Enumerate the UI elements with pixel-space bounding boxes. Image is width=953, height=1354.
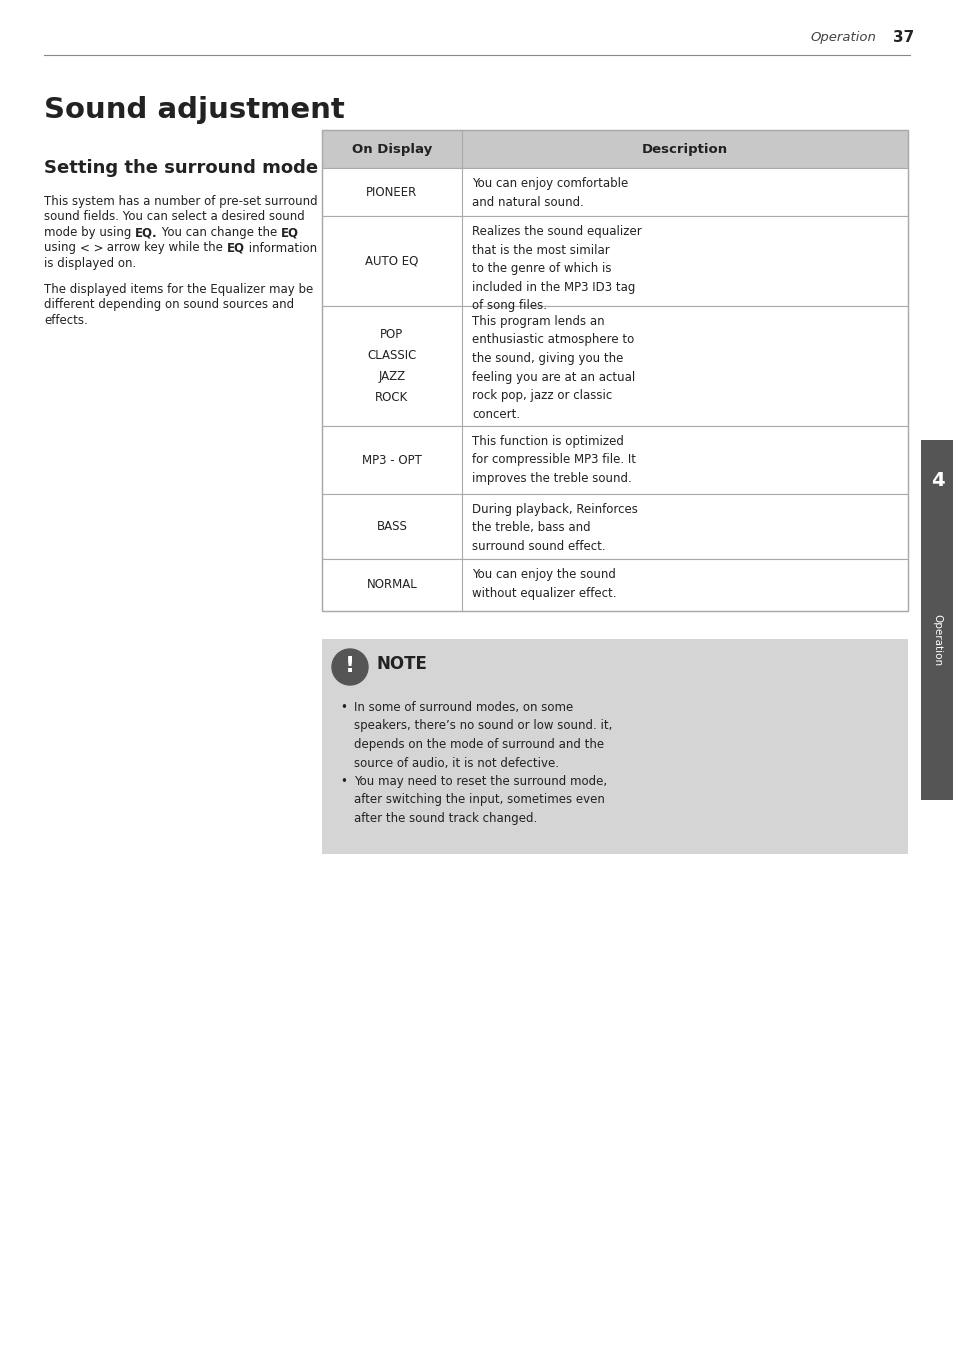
Text: effects.: effects. — [44, 314, 88, 326]
Text: You can change the: You can change the — [157, 226, 280, 240]
FancyBboxPatch shape — [322, 494, 907, 559]
Text: Sound adjustment: Sound adjustment — [44, 96, 344, 125]
FancyBboxPatch shape — [322, 168, 907, 217]
Text: information: information — [245, 241, 316, 255]
FancyBboxPatch shape — [322, 217, 907, 306]
Text: < >: < > — [80, 241, 103, 255]
Text: different depending on sound sources and: different depending on sound sources and — [44, 298, 294, 311]
FancyBboxPatch shape — [322, 559, 907, 611]
Text: arrow key while the: arrow key while the — [103, 241, 227, 255]
Text: On Display: On Display — [352, 142, 432, 156]
Text: The displayed items for the Equalizer may be: The displayed items for the Equalizer ma… — [44, 283, 313, 295]
FancyBboxPatch shape — [920, 440, 953, 800]
Text: !: ! — [345, 655, 355, 676]
Text: Operation: Operation — [931, 613, 942, 666]
Text: POP
CLASSIC
JAZZ
ROCK: POP CLASSIC JAZZ ROCK — [367, 328, 416, 403]
Text: This function is optimized
for compressible MP3 file. It
improves the treble sou: This function is optimized for compressi… — [472, 435, 636, 485]
Text: This system has a number of pre-set surround: This system has a number of pre-set surr… — [44, 195, 317, 209]
FancyBboxPatch shape — [322, 639, 907, 854]
FancyBboxPatch shape — [322, 130, 907, 168]
Text: You may need to reset the surround mode,
after switching the input, sometimes ev: You may need to reset the surround mode,… — [354, 774, 606, 825]
Text: Realizes the sound equalizer
that is the most similar
to the genre of which is
i: Realizes the sound equalizer that is the… — [472, 225, 641, 311]
Text: MP3 - OPT: MP3 - OPT — [362, 454, 421, 467]
Text: AUTO EQ: AUTO EQ — [365, 255, 418, 268]
Text: EQ: EQ — [227, 241, 245, 255]
Text: NOTE: NOTE — [376, 655, 428, 673]
Text: You can enjoy comfortable
and natural sound.: You can enjoy comfortable and natural so… — [472, 177, 628, 209]
Text: 4: 4 — [930, 470, 943, 490]
Text: Setting the surround mode: Setting the surround mode — [44, 158, 317, 177]
Text: sound fields. You can select a desired sound: sound fields. You can select a desired s… — [44, 210, 304, 223]
Text: mode by using: mode by using — [44, 226, 135, 240]
Text: EQ: EQ — [280, 226, 298, 240]
Text: Operation: Operation — [809, 31, 875, 45]
Text: You can enjoy the sound
without equalizer effect.: You can enjoy the sound without equalize… — [472, 567, 616, 600]
Text: •: • — [339, 701, 347, 714]
Text: This program lends an
enthusiastic atmosphere to
the sound, giving you the
feeli: This program lends an enthusiastic atmos… — [472, 315, 635, 421]
Text: •: • — [339, 774, 347, 788]
Text: PIONEER: PIONEER — [366, 185, 417, 199]
FancyBboxPatch shape — [322, 306, 907, 427]
Circle shape — [332, 649, 368, 685]
Text: EQ.: EQ. — [135, 226, 157, 240]
Text: During playback, Reinforces
the treble, bass and
surround sound effect.: During playback, Reinforces the treble, … — [472, 502, 638, 552]
Text: BASS: BASS — [376, 520, 407, 533]
Text: using: using — [44, 241, 80, 255]
Text: 37: 37 — [892, 31, 913, 46]
Text: In some of surround modes, on some
speakers, there’s no sound or low sound. it,
: In some of surround modes, on some speak… — [354, 701, 612, 769]
Text: is displayed on.: is displayed on. — [44, 257, 136, 269]
FancyBboxPatch shape — [322, 427, 907, 494]
Text: NORMAL: NORMAL — [366, 578, 416, 592]
Text: Description: Description — [641, 142, 727, 156]
